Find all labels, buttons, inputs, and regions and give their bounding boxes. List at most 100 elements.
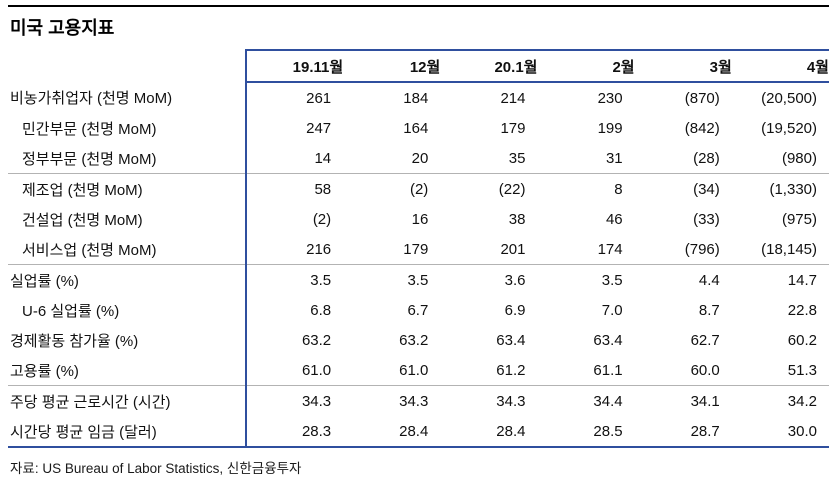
cell-value: (20,500): [761, 89, 817, 107]
cell-value: 63.2: [301, 331, 332, 349]
cell-value: (870): [684, 89, 720, 107]
cell-value: (19,520): [761, 119, 817, 137]
cell-value: 164: [403, 119, 429, 137]
page-title: 미국 고용지표: [10, 18, 115, 38]
cell-value: 8.7: [698, 301, 720, 319]
table-row: U-6 실업률 (%) 6.8 6.7 6.9 7.0 8.7 22.8: [8, 295, 829, 325]
cell-value: 31: [605, 149, 623, 167]
table-row: 경제활동 참가율 (%) 63.2 63.2 63.4 63.4 62.7 60.2: [8, 325, 829, 355]
row-label: 경제활동 참가율 (%): [8, 325, 247, 355]
cell-value: 3.5: [246, 264, 344, 295]
cell-value: (1,330): [731, 173, 829, 204]
row-label: 정부부문 (천명 MoM): [8, 143, 247, 174]
cell-value: 216: [306, 240, 332, 258]
row-label: 제조업 (천명 MoM): [8, 173, 247, 204]
cell-value: 34.3: [343, 385, 441, 416]
row-label: 고용률 (%): [8, 355, 247, 386]
cell-value: 201: [500, 240, 526, 258]
cell-value: 261: [306, 89, 332, 107]
cell-value: 63.4: [593, 331, 623, 349]
cell-value: (796): [684, 240, 720, 258]
cell-value: 199: [597, 119, 623, 137]
table-row: 민간부문 (천명 MoM) 247 164 179 199 (842) (19,520): [8, 113, 829, 143]
cell-value: (33): [693, 210, 720, 228]
cell-value: (28): [693, 149, 720, 167]
cell-value: 22.8: [787, 301, 817, 319]
cell-value: 4.4: [634, 264, 732, 295]
cell-value: 58: [246, 173, 344, 204]
cell-value: 63.4: [496, 331, 526, 349]
table-row: 서비스업 (천명 MoM) 216 179 201 174 (796) (18,145): [8, 234, 829, 265]
cell-value: (34): [634, 173, 732, 204]
table-row: 정부부문 (천명 MoM) 14 20 35 31 (28) (980): [8, 143, 829, 174]
cell-value: 8: [537, 173, 635, 204]
cell-value: 60.2: [787, 331, 817, 349]
column-header-blank: [8, 50, 247, 82]
column-header-1: 12월: [343, 49, 441, 83]
top-divider: [8, 5, 829, 7]
cell-value: 6.7: [407, 301, 429, 319]
row-label: 주당 평균 근로시간 (시간): [8, 385, 247, 416]
row-label: 비농가취업자 (천명 MoM): [8, 82, 247, 113]
column-header-4: 3월: [634, 49, 732, 83]
cell-value: 6.9: [504, 301, 526, 319]
cell-value: 34.3: [440, 385, 538, 416]
cell-value: (980): [781, 149, 817, 167]
cell-value: 51.3: [787, 361, 817, 379]
cell-value: 61.1: [593, 361, 623, 379]
table-row: 시간당 평균 임금 (달러) 28.3 28.4 28.4 28.5 28.7 30.0: [8, 416, 829, 448]
cell-value: 14.7: [731, 264, 829, 295]
cell-value: 16: [411, 210, 429, 228]
column-header-0: 19.11월: [246, 49, 344, 83]
table-header-row: 19.11월 12월 20.1월 2월 3월 4월: [8, 49, 829, 83]
cell-value: 20: [411, 149, 429, 167]
cell-value: 62.7: [690, 331, 720, 349]
cell-value: 63.2: [399, 331, 429, 349]
cell-value: 214: [500, 89, 526, 107]
row-label: 서비스업 (천명 MoM): [8, 234, 247, 265]
cell-value: 3.6: [440, 264, 538, 295]
cell-value: (2): [343, 173, 441, 204]
table-row: 실업률 (%) 3.5 3.5 3.6 3.5 4.4 14.7: [8, 264, 829, 295]
cell-value: 61.0: [399, 361, 429, 379]
cell-value: 34.1: [634, 385, 732, 416]
column-header-5: 4월: [731, 49, 829, 83]
row-label: 민간부문 (천명 MoM): [8, 113, 247, 143]
cell-value: 6.8: [310, 301, 332, 319]
cell-value: 30.0: [731, 416, 829, 448]
cell-value: 179: [500, 119, 526, 137]
table-row: 건설업 (천명 MoM) (2) 16 38 46 (33) (975): [8, 204, 829, 234]
cell-value: (2): [312, 210, 332, 228]
cell-value: 61.0: [301, 361, 332, 379]
column-header-2: 20.1월: [440, 49, 538, 83]
cell-value: 38: [508, 210, 526, 228]
cell-value: 28.3: [246, 416, 344, 448]
cell-value: 28.7: [634, 416, 732, 448]
row-label: U-6 실업률 (%): [8, 295, 247, 325]
cell-value: 34.2: [731, 385, 829, 416]
cell-value: 247: [306, 119, 332, 137]
table-body: 비농가취업자 (천명 MoM) 261 184 214 230 (870) (20,500)…: [8, 82, 829, 448]
cell-value: 35: [508, 149, 526, 167]
cell-value: 184: [403, 89, 429, 107]
column-header-3: 2월: [537, 49, 635, 83]
source-note: 자료: US Bureau of Labor Statistics, 신한금융투…: [10, 461, 302, 476]
cell-value: 174: [597, 240, 623, 258]
cell-value: 230: [597, 89, 623, 107]
cell-value: 7.0: [601, 301, 623, 319]
cell-value: (22): [440, 173, 538, 204]
row-label: 시간당 평균 임금 (달러): [8, 416, 247, 448]
table-header: 19.11월 12월 20.1월 2월 3월 4월: [8, 49, 829, 83]
cell-value: 34.4: [537, 385, 635, 416]
cell-value: 179: [403, 240, 429, 258]
cell-value: 14: [314, 149, 332, 167]
cell-value: 34.3: [246, 385, 344, 416]
cell-value: 28.4: [343, 416, 441, 448]
cell-value: 46: [605, 210, 623, 228]
table-row: 제조업 (천명 MoM) 58 (2) (22) 8 (34) (1,330): [8, 173, 829, 204]
cell-value: 28.5: [537, 416, 635, 448]
table-row: 주당 평균 근로시간 (시간) 34.3 34.3 34.3 34.4 34.1 34.2: [8, 385, 829, 416]
employment-table: 19.11월 12월 20.1월 2월 3월 4월 비농가취업자 (천명 MoM) 261 1…: [8, 49, 829, 448]
cell-value: (18,145): [761, 240, 817, 258]
